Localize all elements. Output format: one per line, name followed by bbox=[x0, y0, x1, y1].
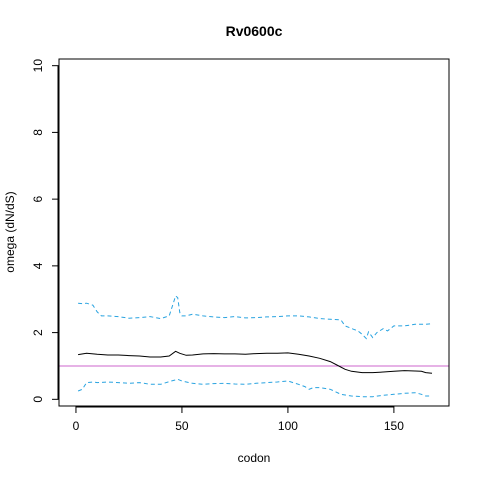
y-tick-label: 2 bbox=[31, 329, 45, 336]
chart-title: Rv0600c bbox=[226, 23, 283, 39]
x-axis: 0 50 100 150 bbox=[73, 406, 404, 433]
plot-area bbox=[59, 295, 449, 398]
series-line-estimate bbox=[78, 350, 433, 374]
series-line-lower-bound bbox=[77, 378, 432, 398]
y-tick-label: 0 bbox=[31, 396, 45, 403]
y-axis: 0 2 4 6 8 10 bbox=[31, 59, 59, 403]
plot-frame bbox=[58, 58, 450, 407]
y-tick-label: 10 bbox=[31, 59, 45, 73]
x-tick-label: 0 bbox=[73, 419, 80, 433]
x-tick-label: 150 bbox=[384, 419, 404, 433]
y-tick-label: 4 bbox=[31, 262, 45, 269]
y-tick-label: 6 bbox=[31, 195, 45, 202]
x-tick-label: 50 bbox=[175, 419, 189, 433]
y-tick-label: 8 bbox=[31, 129, 45, 136]
x-tick-label: 100 bbox=[278, 419, 298, 433]
x-axis-label: codon bbox=[238, 451, 271, 465]
y-axis-label: omega (dN/dS) bbox=[3, 191, 17, 272]
series-line-upper-bound bbox=[78, 295, 433, 340]
